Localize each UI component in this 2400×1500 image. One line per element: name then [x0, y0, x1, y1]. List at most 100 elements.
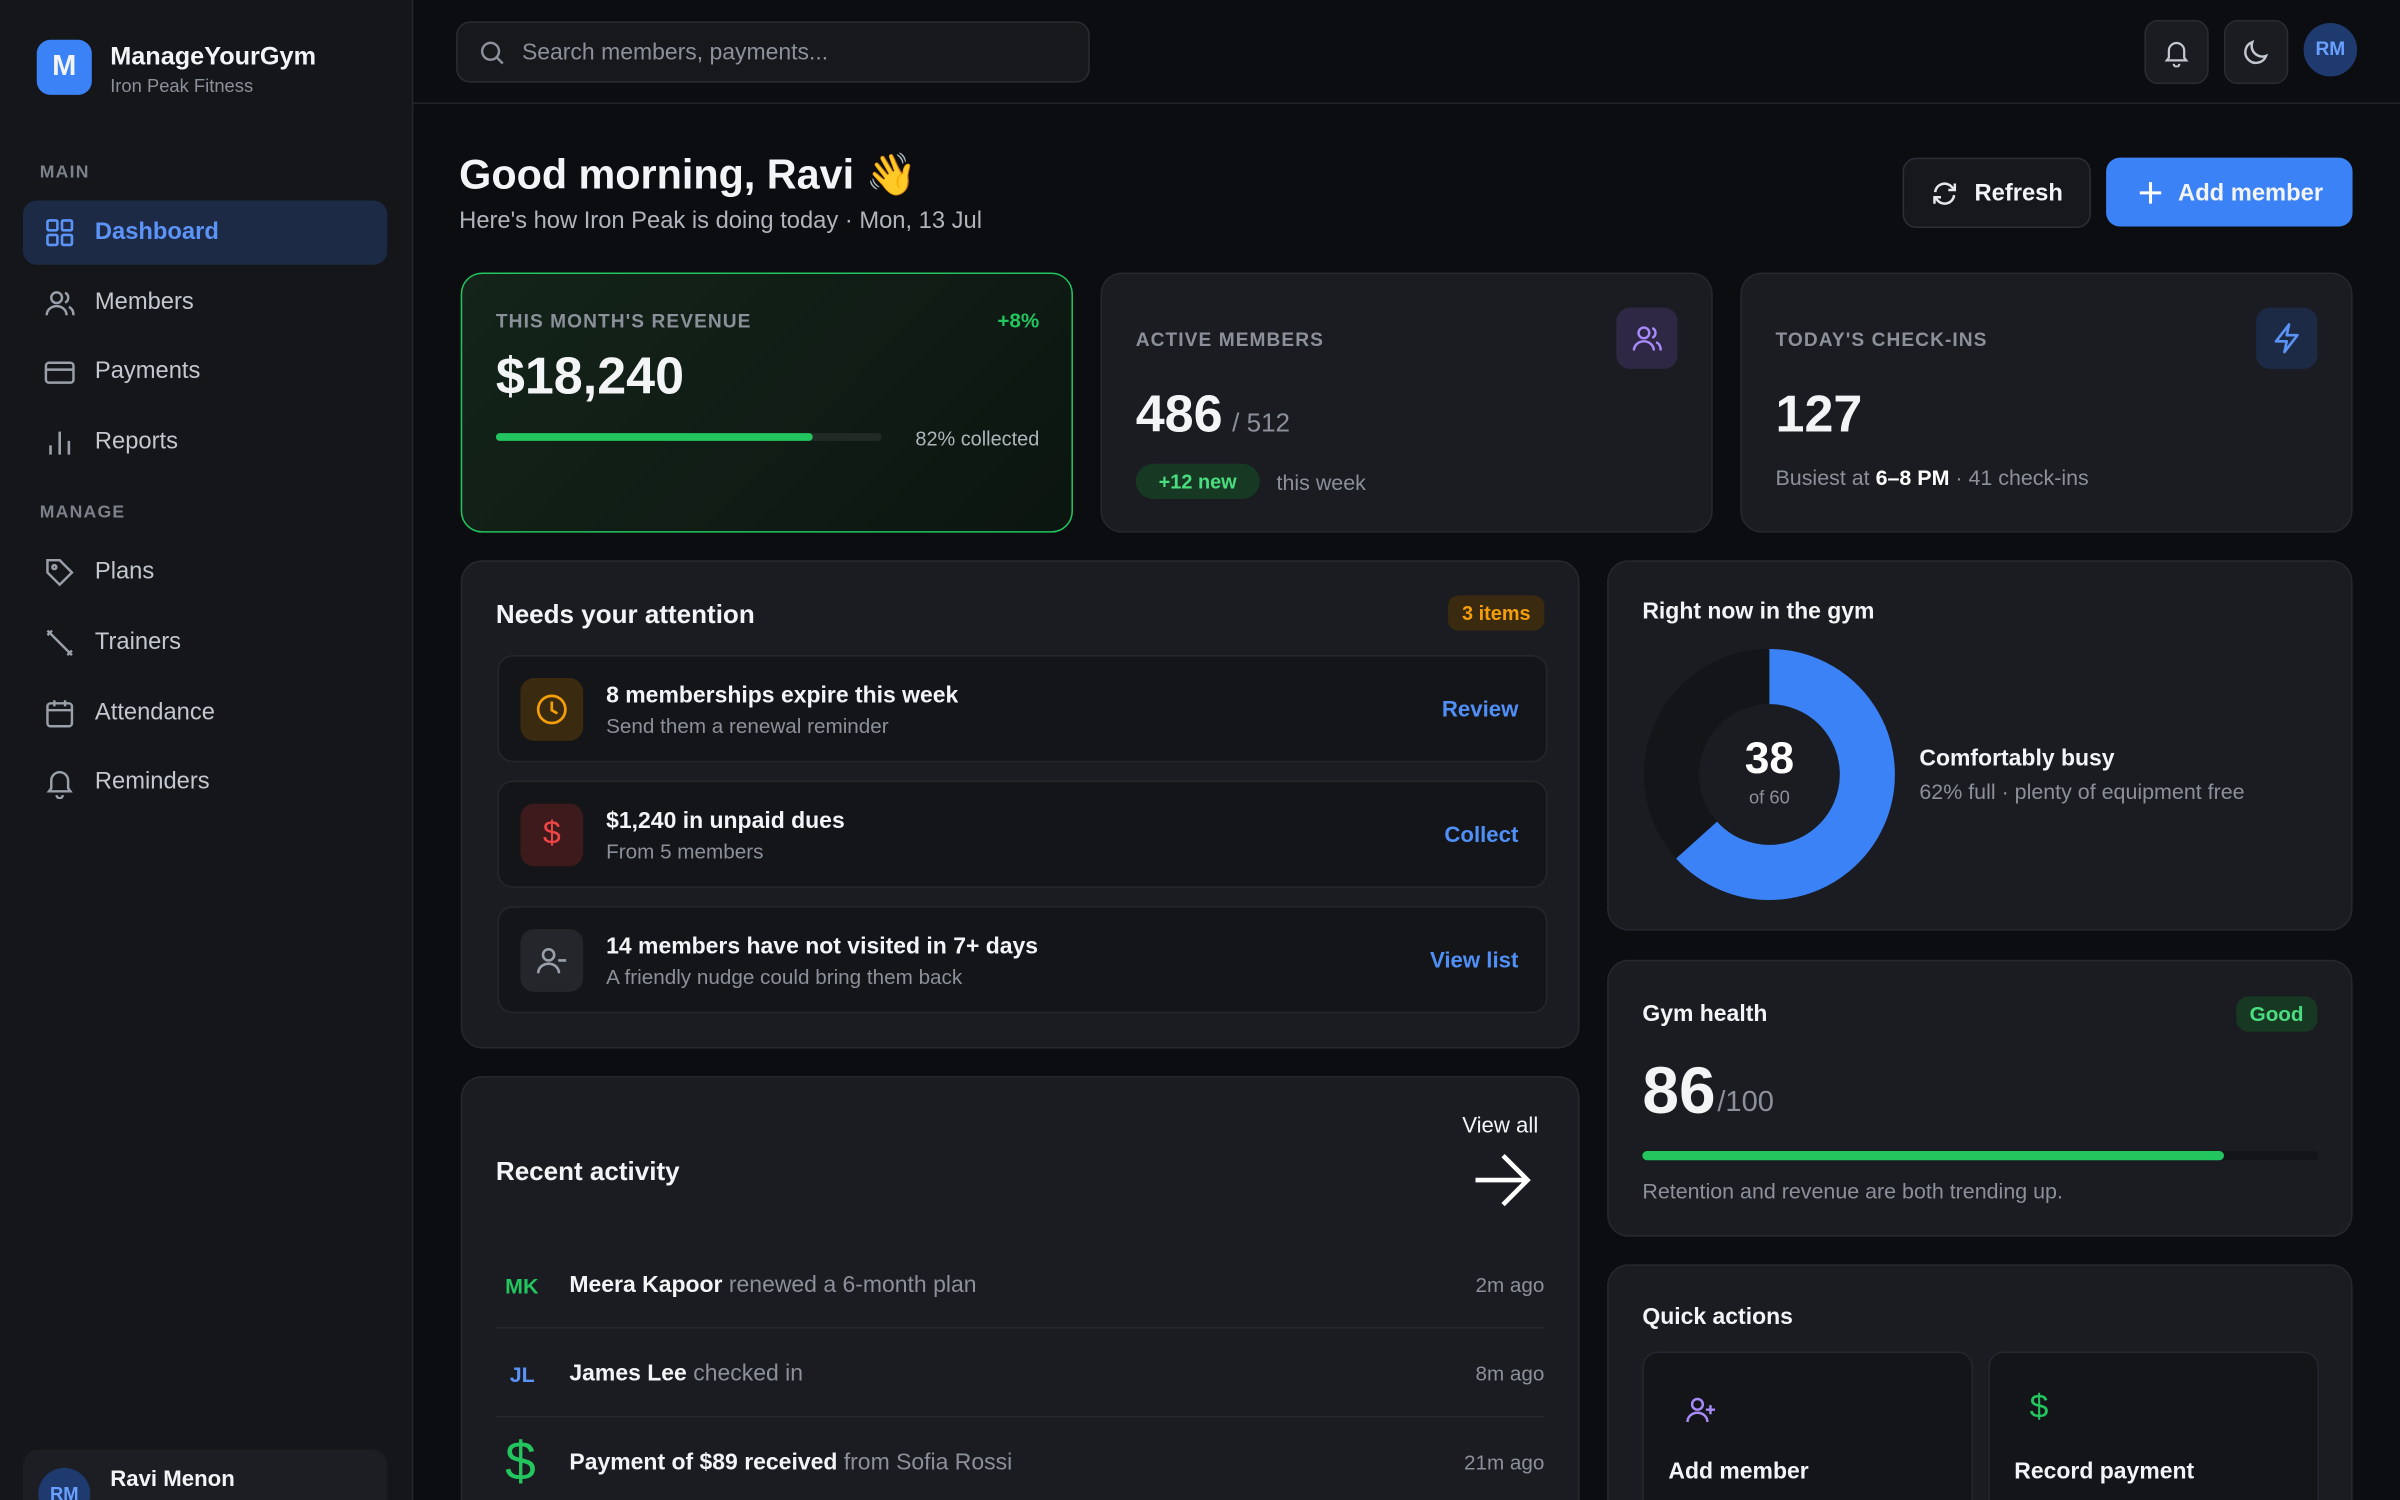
divider	[495, 1415, 1545, 1418]
checkins-card: TODAY'S CHECK-INS 127 Busiest at 6–8 PM …	[1740, 272, 2353, 533]
nav-label: Dashboard	[94, 218, 219, 245]
nav-item[interactable]: Members	[23, 271, 387, 335]
panel-title: Quick actions	[1642, 1304, 1793, 1331]
stat-value: 127	[1775, 385, 1863, 444]
item-subtitle: Send them a renewal reminder	[606, 714, 889, 738]
badge: +12 new	[1135, 463, 1260, 499]
health-note: Retention and revenue are both trending …	[1642, 1178, 2063, 1204]
attention-item: $ $1,240 in unpaid dues From 5 members C…	[497, 780, 1548, 888]
activity-text: Payment of $89 received from Sofia Rossi	[569, 1449, 1012, 1475]
stat-change: +8%	[997, 309, 1040, 333]
panel-title: Right now in the gym	[1642, 598, 1875, 625]
item-action[interactable]: Review	[1441, 697, 1519, 723]
progress-fill	[495, 433, 813, 441]
donut-arc	[1676, 648, 1895, 900]
note-strong: 6–8 PM	[1875, 465, 1950, 490]
nav-label: Payments	[94, 358, 201, 385]
item-title: $1,240 in unpaid dues	[606, 808, 845, 835]
nav-label: Members	[94, 289, 194, 316]
badge: Good	[2235, 996, 2318, 1032]
activity-initials: JL	[509, 1362, 535, 1387]
item-title: 8 memberships expire this week	[606, 682, 959, 709]
user-name: Ravi Menon	[110, 1467, 235, 1493]
nav-item[interactable]: Trainers	[23, 611, 387, 675]
occupancy-panel: Right now in the gym 38 of 60 Comfortabl…	[1607, 560, 2353, 931]
view-all[interactable]: View all	[1462, 1114, 1539, 1139]
stat-total: / 512	[1232, 408, 1291, 438]
members-card: ACTIVE MEMBERS 486 / 512 +12 new this we…	[1100, 272, 1713, 533]
brand-name: ManageYourGym	[110, 42, 317, 71]
item-action[interactable]: Collect	[1444, 823, 1519, 848]
nav-item[interactable]: Payments	[23, 340, 387, 404]
revenue-card: THIS MONTH'S REVENUE +8% $18,240 82% col…	[460, 272, 1073, 533]
health-track	[1642, 1151, 2319, 1161]
occupancy-detail: 62% full · plenty of equipment free	[1919, 779, 2245, 804]
activity-name: James Lee	[569, 1360, 687, 1387]
activity-action: from Sofia Rossi	[843, 1449, 1013, 1476]
nav-label: Reports	[94, 428, 178, 455]
health-fill	[1642, 1151, 2225, 1161]
nav-item[interactable]: Dashboard	[22, 200, 388, 265]
quick-actions-panel: Quick actions Add member $ Record paymen…	[1607, 1264, 2353, 1500]
add-member-button[interactable]: Add member	[2106, 157, 2353, 227]
quick-action[interactable]: Add member	[1642, 1351, 1973, 1500]
activity-text: James Lee checked in	[569, 1361, 803, 1387]
stat-value: $18,240	[495, 347, 685, 406]
dollar-icon: $	[2029, 1386, 2049, 1425]
stat-label: THIS MONTH'S REVENUE	[495, 310, 752, 333]
item-subtitle: From 5 members	[606, 840, 764, 864]
user-card[interactable]: RM Ravi Menon	[22, 1449, 388, 1500]
activity-action: checked in	[693, 1360, 803, 1387]
members-icon	[1616, 307, 1678, 369]
attention-item: 14 members have not visited in 7+ days A…	[497, 906, 1548, 1014]
dollar-icon: $	[542, 815, 561, 852]
nav-item[interactable]: Attendance	[23, 681, 387, 745]
activity-time: 21m ago	[1463, 1451, 1545, 1474]
header-subtitle: Here's how Iron Peak is doing today · Mo…	[459, 208, 982, 235]
search-box[interactable]: Search members, payments...	[456, 21, 1090, 83]
health-max: /100	[1717, 1086, 1774, 1119]
health-score: 86	[1642, 1054, 1716, 1129]
item-title: 14 members have not visited in 7+ days	[606, 933, 1039, 960]
occupancy-count: 38	[1745, 734, 1794, 783]
progress-label: 82% collected	[915, 427, 1040, 450]
badge: 3 items	[1448, 595, 1545, 631]
occupancy-donut: 38 of 60	[1643, 648, 1895, 900]
nav-item[interactable]: Reports	[23, 410, 387, 474]
attention-panel: Needs your attention 3 items 8 membershi…	[460, 560, 1580, 1049]
health-panel: Gym health Good 86 /100 Retention and re…	[1607, 959, 2353, 1237]
nav-label: Reminders	[94, 768, 210, 795]
stat-note: this week	[1276, 469, 1366, 495]
activity-initials: MK	[505, 1273, 539, 1298]
quick-action[interactable]: $ Record payment	[1988, 1351, 2319, 1500]
logo: M	[36, 39, 92, 95]
item-icon	[520, 929, 584, 992]
button-label: Add member	[2178, 180, 2324, 207]
nav-label: Plans	[94, 558, 155, 585]
attention-item: 8 memberships expire this week Send them…	[497, 655, 1548, 763]
notifications-button[interactable]	[2144, 19, 2209, 85]
activity-action: renewed a 6-month plan	[728, 1271, 977, 1298]
user-avatar: RM	[38, 1467, 91, 1500]
activity-time: 8m ago	[1475, 1362, 1545, 1386]
stat-label: TODAY'S CHECK-INS	[1775, 329, 1988, 351]
checkins-icon	[2256, 307, 2318, 369]
activity-time: 2m ago	[1475, 1273, 1545, 1297]
occupancy-status: Comfortably busy	[1919, 745, 2115, 772]
theme-button[interactable]	[2223, 19, 2289, 85]
avatar[interactable]: RM	[2303, 22, 2358, 77]
refresh-button[interactable]: Refresh	[1902, 157, 2091, 229]
item-action[interactable]: View list	[1429, 948, 1519, 974]
nav-label: Trainers	[94, 629, 182, 656]
search-placeholder: Search members, payments...	[521, 39, 829, 66]
item-icon: $	[520, 803, 584, 867]
nav-item[interactable]: Plans	[23, 540, 387, 604]
activity-name: Meera Kapoor	[569, 1271, 723, 1298]
button-label: Refresh	[1974, 180, 2063, 207]
nav-item[interactable]: Reminders	[23, 750, 387, 814]
quick-action-label: Record payment	[2014, 1458, 2195, 1485]
occupancy-capacity: of 60	[1749, 787, 1790, 808]
